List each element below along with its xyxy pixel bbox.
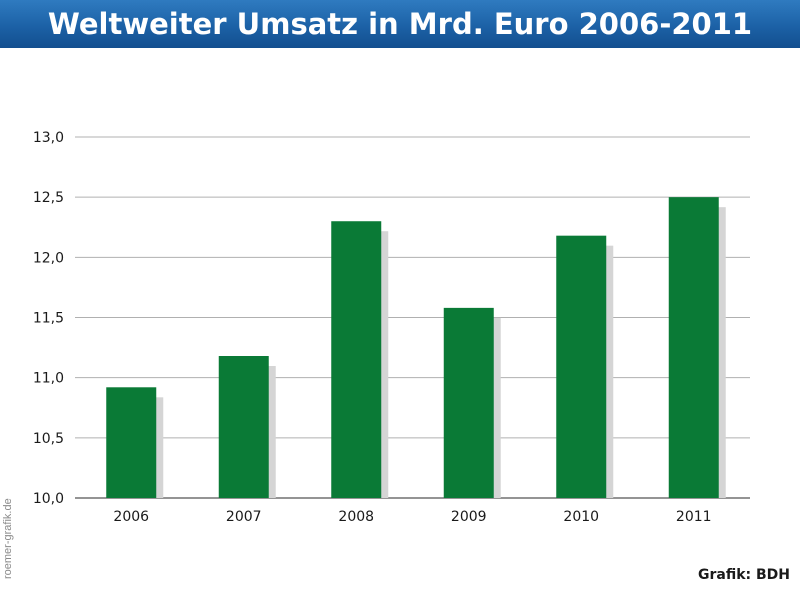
chart-title: Weltweiter Umsatz in Mrd. Euro 2006-2011: [47, 7, 753, 41]
y-tick-label: 11,0: [33, 371, 64, 387]
bar: [331, 221, 382, 498]
bars: [106, 197, 726, 498]
bar: [443, 307, 494, 498]
bar-chart: 10,0 10,5 11,0 11,5 12,0 12,5 13,0 2006 2007 2008…: [33, 130, 750, 525]
bar: [556, 235, 607, 498]
y-tick-label: 11,5: [33, 311, 64, 327]
bar: [218, 356, 269, 498]
x-tick-label: 2008: [338, 509, 374, 525]
bar: [106, 387, 157, 498]
gridlines: [75, 136, 750, 499]
source-credit: Grafik: BDH: [697, 567, 790, 583]
x-tick-label: 2006: [113, 509, 149, 525]
axis-labels: 10,0 10,5 11,0 11,5 12,0 12,5 13,0 2006 2007 2008…: [33, 130, 712, 525]
x-tick-label: 2011: [676, 509, 712, 525]
y-tick-label: 12,0: [33, 250, 64, 266]
watermark: roemer-grafik.de: [2, 498, 14, 579]
x-tick-label: 2007: [226, 509, 262, 525]
y-tick-label: 12,5: [33, 190, 64, 206]
y-tick-label: 13,0: [33, 130, 64, 146]
y-tick-label: 10,5: [33, 431, 64, 447]
x-tick-label: 2009: [451, 509, 487, 525]
x-tick-label: 2010: [563, 509, 599, 525]
bar: [668, 197, 719, 498]
chart-header: Weltweiter Umsatz in Mrd. Euro 2006-2011: [0, 0, 800, 48]
y-tick-label: 10,0: [33, 491, 64, 507]
